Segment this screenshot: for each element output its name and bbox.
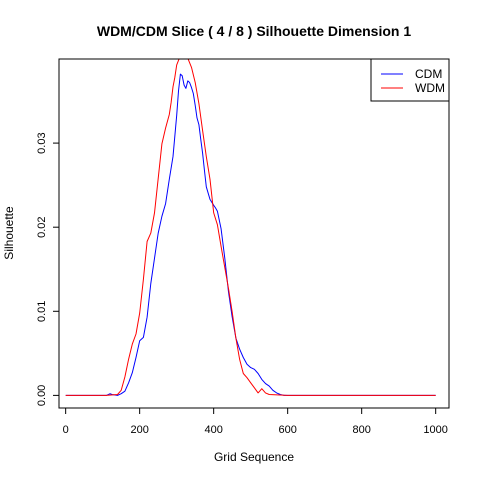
x-tick-label: 400 — [204, 424, 222, 436]
y-tick-label: 0.01 — [36, 301, 48, 322]
plot-frame — [59, 59, 449, 408]
x-tick-label: 200 — [130, 424, 148, 436]
y-tick-label: 0.00 — [36, 385, 48, 406]
x-tick-label: 0 — [63, 424, 69, 436]
x-axis: 0 200 400 600 800 1000 — [63, 408, 448, 436]
y-tick-label: 0.03 — [36, 132, 48, 153]
y-axis: 0.00 0.01 0.02 0.03 — [36, 132, 59, 406]
series-line-cdm — [66, 74, 436, 395]
y-tick-label: 0.02 — [36, 216, 48, 237]
x-tick-label: 800 — [352, 424, 370, 436]
x-axis-label: Grid Sequence — [214, 450, 294, 464]
y-axis-label: Silhouette — [2, 206, 16, 260]
series-line-wdm — [66, 55, 436, 396]
chart-title: WDM/CDM Slice ( 4 / 8 ) Silhouette Dimen… — [97, 23, 411, 39]
legend-label-wdm: WDM — [415, 81, 445, 95]
x-tick-label: 1000 — [423, 424, 447, 436]
series-layer — [66, 55, 436, 396]
legend-label-cdm: CDM — [415, 67, 442, 81]
x-tick-label: 600 — [278, 424, 296, 436]
